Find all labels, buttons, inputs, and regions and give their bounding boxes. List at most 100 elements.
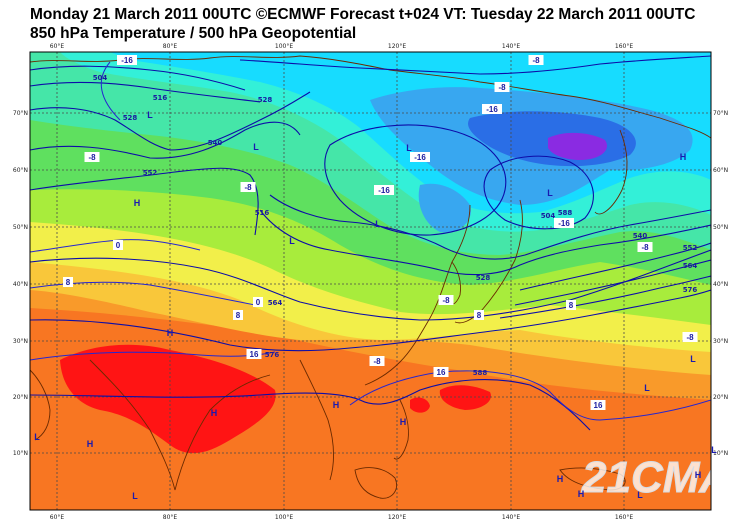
- temperature-bands: [30, 52, 711, 454]
- high-pressure-label: H: [211, 408, 218, 418]
- temperature-label-text: 16: [250, 350, 259, 359]
- longitude-tick-label: 120°E: [388, 43, 406, 50]
- z-576: [30, 289, 711, 352]
- coast-kamchatka: [594, 129, 628, 215]
- geopotential-labels: 504 516 528 540 552 564 576 588 528 540 552 564 576 5…: [93, 74, 698, 377]
- temperature-labels: -16 -8 -8 -16 -16 -16 -8 -8 -16 -8 0 8 0 8 -8 8 8 -8 16 16 1…: [63, 55, 698, 410]
- geopotential-label: 528: [476, 274, 491, 282]
- low-pressure-label: L: [637, 490, 643, 500]
- high-pressure-label: H: [578, 489, 585, 499]
- low-pressure-label: L: [132, 491, 138, 501]
- temperature-label-text: 8: [66, 278, 71, 287]
- z-528-west: [30, 91, 311, 151]
- geopotential-label: 588: [558, 209, 573, 217]
- temperature-label: -16: [554, 218, 574, 228]
- temperature-label-text: -8: [498, 83, 506, 92]
- temperature-label-text: -8: [686, 333, 694, 342]
- high-pressure-label: H: [134, 198, 141, 208]
- low-pressure-label: L: [644, 383, 650, 393]
- low-pressure-label: L: [253, 142, 259, 152]
- coast-china-east: [364, 204, 471, 386]
- geopotential-label: 588: [473, 369, 488, 377]
- longitude-tick-label: 100°E: [275, 43, 293, 50]
- temperature-label-text: -16: [558, 219, 570, 228]
- longitude-tick-label-bottom: 140°E: [502, 514, 520, 521]
- temperature-label: -16: [410, 152, 430, 162]
- temperature-label-box: [369, 356, 385, 366]
- temperature-label-text: -8: [532, 56, 540, 65]
- temperature-label-text: -8: [244, 183, 252, 192]
- temperature-label-box: [590, 400, 606, 410]
- longitude-tick-label-bottom: 60°E: [50, 514, 65, 521]
- longitude-tick-label: 160°E: [615, 43, 633, 50]
- z-516-west: [30, 81, 261, 103]
- latitude-tick-labels-left: 70°N 60°N 50°N 40°N 30°N 20°N 10°N: [13, 110, 28, 457]
- latitude-tick-labels-right: 70°N 60°N 50°N 40°N 30°N 20°N 10°N: [713, 110, 728, 457]
- temperature-label: 8: [63, 277, 73, 287]
- temperature-label: 16: [246, 349, 262, 359]
- latitude-tick-label-right: 20°N: [713, 394, 728, 401]
- high-pressure-label: H: [333, 400, 340, 410]
- geopotential-label: 564: [268, 299, 283, 307]
- temperature-label-box: [240, 182, 256, 192]
- latitude-tick-label: 50°N: [13, 224, 28, 231]
- latitude-tick-label-right: 10°N: [713, 450, 728, 457]
- band-red-pacific: [439, 385, 491, 410]
- temperature-label-box: [494, 82, 510, 92]
- temperature-label: 8: [474, 310, 484, 320]
- temperature-label: 8: [233, 310, 243, 320]
- title-line-1: Monday 21 March 2011 00UTC ©ECMWF Foreca…: [30, 6, 696, 23]
- temperature-label: -16: [482, 104, 502, 114]
- temperature-label-box: [637, 242, 653, 252]
- z-552-west: [30, 167, 259, 236]
- band-cool-left: [418, 183, 471, 233]
- longitude-tick-label-bottom: 80°E: [163, 514, 178, 521]
- temperature-label: -8: [84, 152, 100, 162]
- low-pressure-label: L: [711, 445, 717, 455]
- geopotential-label: 540: [208, 139, 223, 147]
- longitude-tick-label: 140°E: [502, 43, 520, 50]
- high-pressure-label: H: [557, 474, 564, 484]
- temperature-label: 16: [590, 400, 606, 410]
- longitude-tick-label-bottom: 100°E: [275, 514, 293, 521]
- longitude-tick-label: 80°E: [163, 43, 178, 50]
- temperature-label-text: -16: [414, 153, 426, 162]
- temperature-label-box: [84, 152, 100, 162]
- temperature-label-text: 16: [437, 368, 446, 377]
- z-east-lines-3: [499, 275, 711, 319]
- temperature-label-box: [233, 310, 243, 320]
- low-pressure-label: L: [690, 354, 696, 364]
- z-564: [30, 249, 711, 321]
- geopotential-label: 504: [93, 74, 108, 82]
- geopotential-label: 576: [265, 351, 280, 359]
- longitude-tick-labels: 60°E 60°E 80°E 80°E 100°E 100°E 120°E 120°E 140°…: [50, 43, 634, 521]
- temperature-label: -8: [682, 332, 698, 342]
- geopotential-label: 528: [258, 96, 273, 104]
- z-trough-east: [259, 209, 711, 276]
- coast-new-guinea: [559, 467, 626, 491]
- high-pressure-label: H: [87, 439, 94, 449]
- temperature-label: -8: [369, 356, 385, 366]
- high-pressure-label: H: [695, 470, 702, 480]
- coast-arabia: [30, 369, 51, 441]
- t-minus-sixteen-arc: [100, 61, 121, 121]
- geopotential-label: 528: [123, 114, 138, 122]
- longitude-tick-label-bottom: 160°E: [615, 514, 633, 521]
- geopotential-label: 552: [683, 244, 698, 252]
- map-frame: [29, 51, 712, 511]
- temperature-label-text: -16: [378, 186, 390, 195]
- z-low-ring-1: [324, 124, 507, 236]
- temperature-label-box: [438, 295, 454, 305]
- temperature-label-text: -16: [121, 56, 133, 65]
- latitude-tick-label: 70°N: [13, 110, 28, 117]
- z-east-lines: [519, 242, 711, 291]
- t-sixteen-pacific: [349, 370, 711, 421]
- temperature-label-box: [246, 349, 262, 359]
- band-violet: [548, 132, 608, 160]
- latitude-tick-label-right: 60°N: [713, 167, 728, 174]
- latitude-tick-label-right: 50°N: [713, 224, 728, 231]
- latitude-tick-label: 30°N: [13, 338, 28, 345]
- pressure-center-labels: L L H L L L H L H H H H L L H H L L H L H L: [34, 110, 717, 501]
- temperature-label: -8: [528, 55, 544, 65]
- temperature-label-text: -8: [442, 296, 450, 305]
